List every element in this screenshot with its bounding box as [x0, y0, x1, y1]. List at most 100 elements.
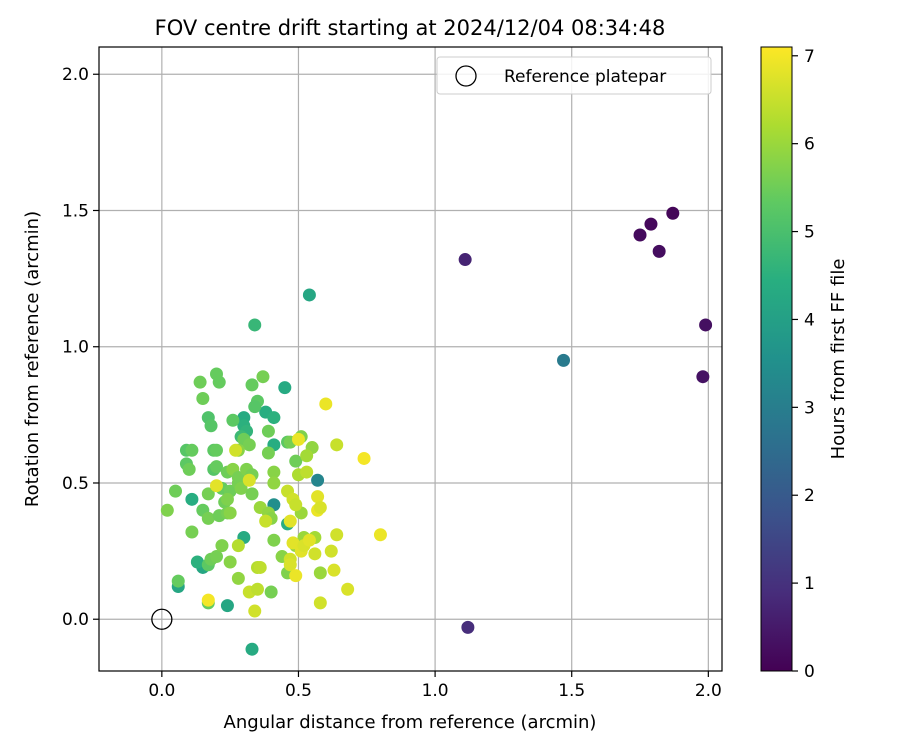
- data-point: [311, 490, 325, 504]
- data-point: [633, 228, 647, 242]
- data-point: [327, 563, 341, 577]
- data-point: [330, 528, 344, 542]
- data-point: [267, 533, 281, 547]
- reference-platepar-marker: [151, 608, 173, 630]
- data-point: [226, 413, 240, 427]
- data-point: [261, 446, 275, 460]
- data-point: [313, 596, 327, 610]
- data-point: [699, 318, 713, 332]
- data-point: [220, 492, 234, 506]
- colorbar-tick-label: 6: [804, 135, 815, 155]
- colorbar-tick-label: 3: [804, 398, 815, 418]
- data-point: [278, 381, 292, 395]
- data-point: [201, 593, 215, 607]
- data-point: [461, 620, 475, 634]
- colorbar-tick-label: 1: [804, 574, 815, 594]
- data-point: [190, 555, 204, 569]
- colorbar-tick-label: 7: [804, 47, 815, 67]
- data-point: [169, 484, 183, 498]
- scatter-points: [160, 206, 713, 656]
- data-point: [557, 353, 571, 367]
- legend-marker-icon: [455, 65, 477, 87]
- data-point: [248, 318, 262, 332]
- data-point: [248, 400, 262, 414]
- data-point: [341, 582, 355, 596]
- data-point: [220, 599, 234, 613]
- data-point: [204, 419, 218, 433]
- x-axis-label: Angular distance from reference (arcmin): [224, 712, 597, 733]
- data-point: [242, 438, 256, 452]
- data-point: [264, 585, 278, 599]
- reference-point: [151, 608, 173, 630]
- data-point: [267, 411, 281, 425]
- data-point: [245, 378, 259, 392]
- data-point: [302, 288, 316, 302]
- data-point: [289, 498, 303, 512]
- colorbar-tick-label: 2: [804, 486, 815, 506]
- data-point: [185, 525, 199, 539]
- data-point: [666, 206, 680, 220]
- data-point: [201, 487, 215, 501]
- data-point: [300, 465, 314, 479]
- grid-lines: [99, 47, 722, 671]
- data-point: [300, 449, 314, 463]
- data-point: [267, 476, 281, 490]
- data-point: [248, 604, 262, 618]
- data-point: [209, 550, 223, 564]
- data-point: [289, 569, 303, 583]
- data-point: [182, 462, 196, 476]
- data-point: [171, 574, 185, 588]
- data-point: [229, 443, 243, 457]
- data-point: [259, 514, 273, 528]
- x-axis-ticks: 0.0 0.5 1.0 1.5 2.0: [148, 671, 722, 701]
- y-axis-label: Rotation from reference (arcmin): [22, 211, 43, 507]
- data-point: [330, 438, 344, 452]
- chart-title: FOV centre drift starting at 2024/12/04 …: [155, 16, 666, 40]
- data-point: [267, 465, 281, 479]
- legend-box: [436, 56, 712, 95]
- colorbar-tick-label: 0: [804, 662, 815, 682]
- data-point: [373, 528, 387, 542]
- data-point: [286, 536, 300, 550]
- x-tick-label: 1.0: [422, 681, 449, 701]
- data-point: [291, 432, 305, 446]
- data-point: [196, 392, 210, 406]
- y-tick-label: 2.0: [62, 65, 89, 85]
- y-axis-ticks: 0.0 0.5 1.0 1.5 2.0: [62, 65, 99, 630]
- legend: Reference platepar: [436, 56, 712, 95]
- data-point: [209, 443, 223, 457]
- x-tick-label: 0.5: [285, 681, 312, 701]
- data-point: [289, 454, 303, 468]
- data-point: [223, 555, 237, 569]
- data-point: [256, 370, 270, 384]
- x-tick-label: 1.5: [558, 681, 585, 701]
- colorbar-ticks: 0 1 2 3 4 5 6 7: [792, 47, 815, 682]
- y-tick-label: 1.0: [62, 338, 89, 358]
- data-point: [319, 397, 333, 411]
- data-point: [696, 370, 710, 384]
- data-point: [253, 560, 267, 574]
- plot-frame: [98, 46, 723, 672]
- data-point: [644, 217, 658, 231]
- data-point: [283, 514, 297, 528]
- data-point: [261, 424, 275, 438]
- data-point: [324, 544, 338, 558]
- y-tick-label: 0.0: [62, 610, 89, 630]
- y-tick-label: 0.5: [62, 474, 89, 494]
- data-point: [185, 492, 199, 506]
- data-point: [245, 487, 259, 501]
- data-point: [231, 571, 245, 585]
- data-point: [250, 582, 264, 596]
- data-point: [212, 375, 226, 389]
- x-tick-label: 0.0: [148, 681, 175, 701]
- data-point: [652, 244, 666, 258]
- data-point: [311, 473, 325, 487]
- data-point: [302, 533, 316, 547]
- colorbar-tick-label: 5: [804, 223, 815, 243]
- colorbar-label: Hours from first FF file: [828, 259, 849, 460]
- data-point: [231, 539, 245, 553]
- data-point: [185, 443, 199, 457]
- data-point: [223, 506, 237, 520]
- data-point: [242, 473, 256, 487]
